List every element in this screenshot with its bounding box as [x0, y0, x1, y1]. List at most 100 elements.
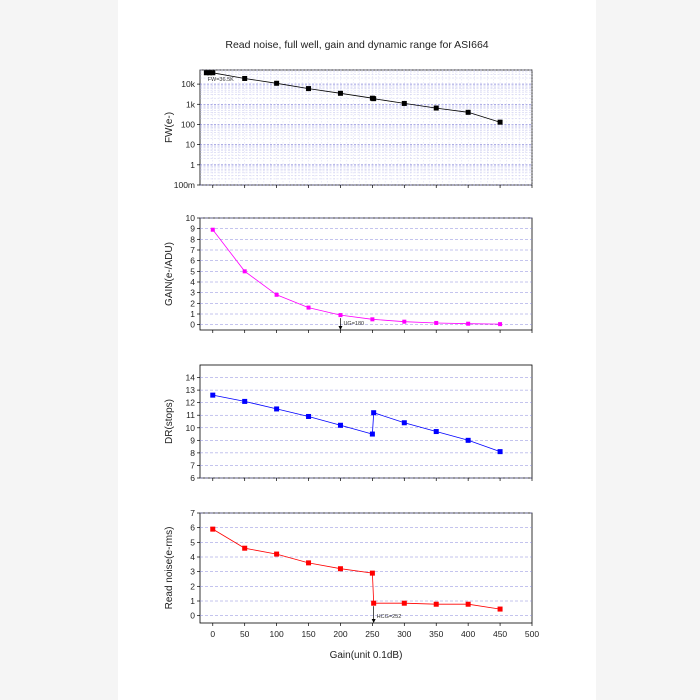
annotation-arrowhead: [338, 326, 343, 330]
panel-rn: 0 1 2 3 4 5 6 7 Read noise(e-rms) HCG=252: [164, 508, 533, 626]
data-point-gain: [498, 322, 503, 327]
x-tick-label: 50: [240, 629, 250, 639]
data-point-fw: [207, 70, 213, 76]
data-point-dr: [274, 406, 280, 412]
data-point-dr: [242, 398, 248, 404]
x-tick-label: 350: [429, 629, 443, 639]
y-tick-label: 14: [186, 373, 196, 383]
y-tick-label: 9: [190, 224, 195, 234]
data-point-gain: [370, 317, 375, 322]
data-point-dr: [497, 449, 503, 455]
data-point-dr: [306, 413, 312, 419]
y-tick-label: 7: [190, 245, 195, 255]
y-tick-label: 8: [190, 234, 195, 244]
data-point-fw: [210, 70, 216, 76]
x-tick-label: 100: [270, 629, 284, 639]
y-axis-label-rn: Read noise(e-rms): [164, 527, 175, 610]
x-axis-label: Gain(unit 0.1dB): [330, 650, 403, 661]
data-point-gain: [306, 305, 311, 310]
y-tick-label: 10k: [181, 79, 195, 89]
x-tick-label: 400: [461, 629, 475, 639]
y-tick-label: 4: [190, 277, 195, 287]
y-tick-label: 1: [190, 596, 195, 606]
y-tick-label: 2: [190, 298, 195, 308]
y-tick-label: 100m: [174, 180, 195, 190]
data-point-fw: [306, 86, 312, 92]
data-point-gain: [210, 227, 215, 232]
y-tick-label: 7: [190, 508, 195, 518]
x-tick-label: 250: [365, 629, 379, 639]
data-point-gain: [402, 319, 407, 324]
data-point-dr: [337, 422, 343, 428]
y-axis-label-dr: DR(stops): [164, 399, 175, 444]
y-tick-label: 3: [190, 288, 195, 298]
annotation-label: FW=36.5K: [208, 77, 234, 83]
y-tick-label: 6: [190, 256, 195, 266]
y-tick-label: 13: [186, 385, 196, 395]
data-point-rn: [433, 601, 439, 607]
data-point-dr: [371, 410, 377, 416]
y-tick-label: 8: [190, 448, 195, 458]
y-tick-label: 0: [190, 320, 195, 330]
annotation-label: HCG=252: [377, 614, 402, 620]
x-tick-label: 450: [493, 629, 507, 639]
grid-dr: [200, 377, 532, 479]
grid-gain: [200, 217, 532, 325]
y-tick-label: 100: [181, 119, 195, 129]
panel-dr: 6 7 8 9 10 11 12 13 14 DR(stops): [164, 364, 533, 483]
data-point-dr: [210, 392, 216, 398]
data-point-fw: [242, 75, 248, 81]
data-point-fw: [337, 90, 343, 96]
x-tick-label: 200: [333, 629, 347, 639]
annotation-label: UG=180: [343, 321, 364, 327]
panel-frame-dr: [199, 364, 533, 479]
y-tick-label: 3: [190, 567, 195, 577]
figure-sheet: Read noise, full well, gain and dynamic …: [118, 0, 596, 700]
x-tick-label: 300: [397, 629, 411, 639]
y-tick-label: 1: [190, 160, 195, 170]
data-point-dr: [465, 437, 471, 443]
panel-frame-gain: [199, 217, 533, 331]
data-point-fw: [433, 105, 439, 111]
panel-frame-rn: [199, 512, 533, 624]
grid-rn: [200, 512, 532, 616]
chart-figure: Read noise, full well, gain and dynamic …: [164, 39, 539, 661]
data-point-rn: [497, 606, 503, 612]
y-tick-label: 4: [190, 552, 195, 562]
x-tick-label: 150: [301, 629, 315, 639]
y-tick-label: 9: [190, 435, 195, 445]
data-point-rn: [337, 566, 343, 572]
y-tick-label: 12: [186, 398, 196, 408]
data-point-rn: [371, 600, 377, 606]
data-point-dr: [401, 420, 407, 426]
data-point-rn: [210, 526, 216, 532]
y-tick-label: 1: [190, 309, 195, 319]
data-point-gain: [242, 269, 247, 274]
data-point-fw: [401, 100, 407, 106]
y-tick-label: 1k: [186, 99, 196, 109]
y-tick-label: 2: [190, 581, 195, 591]
data-point-gain: [466, 321, 471, 326]
y-tick-label: 5: [190, 266, 195, 276]
data-point-fw: [274, 80, 280, 86]
x-tick-label: 0: [210, 629, 215, 639]
data-point-fw: [371, 96, 377, 102]
y-tick-label: 10: [186, 140, 196, 150]
data-point-gain: [274, 292, 279, 297]
y-tick-label: 7: [190, 460, 195, 470]
data-point-rn: [274, 551, 280, 557]
data-point-rn: [465, 601, 471, 607]
data-point-fw: [465, 109, 471, 115]
y-axis-label-fw: FW(e-): [164, 112, 175, 143]
data-point-gain: [434, 320, 439, 325]
annotation-arrowhead: [371, 619, 376, 623]
y-tick-label: 10: [186, 213, 196, 223]
panel-fw: 100m 1 10 100 1k 10k FW(e-) FW=36.5K: [164, 69, 533, 190]
y-tick-label: 0: [190, 611, 195, 621]
data-point-rn: [242, 545, 248, 551]
series-line-gain: [212, 229, 501, 325]
y-tick-label: 6: [190, 523, 195, 533]
y-axis-label-gain: GAIN(e-/ADU): [164, 242, 175, 306]
x-tick-label: 500: [525, 629, 539, 639]
